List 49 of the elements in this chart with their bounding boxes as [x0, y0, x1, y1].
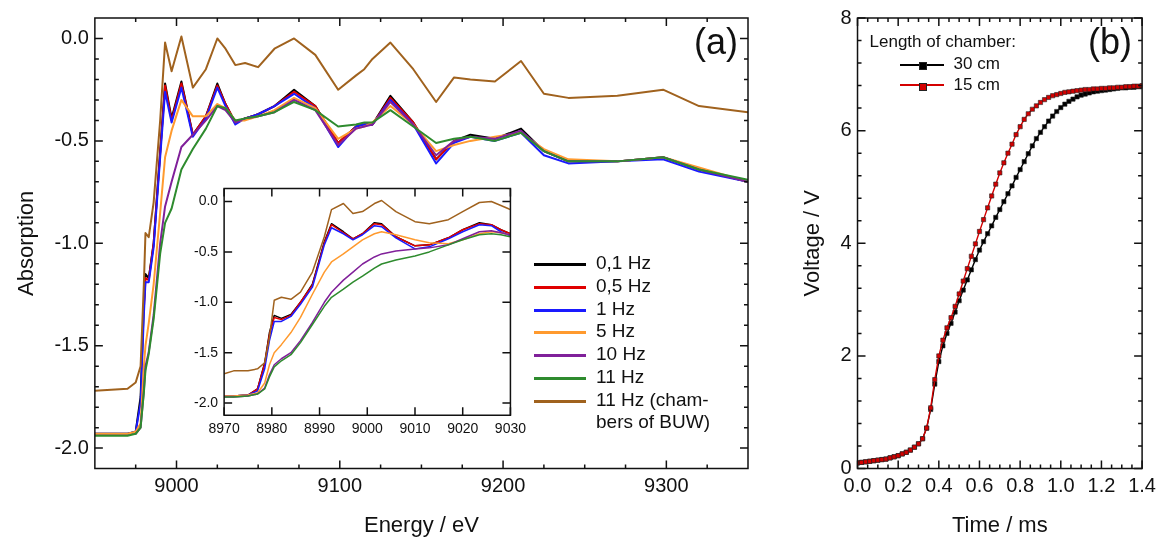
y-tick-label: 2 — [840, 343, 852, 366]
y-tick-label: 4 — [840, 230, 852, 253]
legend-label: 11 Hz — [596, 366, 645, 388]
annotation: (b) — [1088, 20, 1133, 62]
x-tick-label: 9200 — [480, 474, 526, 497]
y-tick-label: 8 — [840, 5, 852, 28]
x-tick-label: 0.8 — [1006, 474, 1035, 497]
x-tick-label: 1.4 — [1128, 474, 1156, 497]
legend-label: 0,5 Hz — [596, 274, 651, 297]
legend-label: 5 Hz — [596, 320, 636, 343]
y-axis-title: Voltage / V — [799, 189, 825, 297]
x-tick-label: 9100 — [317, 474, 363, 497]
y-tick-label: -0.5 — [54, 128, 89, 151]
x-tick-label: 9030 — [494, 420, 527, 437]
y-tick-label: -0.5 — [194, 242, 219, 259]
legend-label: 15 cm — [953, 74, 1000, 95]
x-axis-title: Time / ms — [951, 511, 1048, 537]
x-tick-label: 8970 — [208, 420, 240, 437]
y-tick-label: 6 — [840, 118, 852, 141]
x-tick-label: 9010 — [399, 420, 431, 437]
legend-label: 0,1 Hz — [596, 251, 651, 274]
legend-label: 10 Hz — [596, 343, 646, 366]
y-tick-label: -1.0 — [194, 293, 219, 310]
y-axis-title: Absorption — [13, 190, 39, 296]
legend-label: 11 Hz (cham-bers of BUW) — [596, 388, 712, 433]
y-tick-label: 0.0 — [61, 26, 89, 48]
x-tick-label: 0.4 — [924, 474, 953, 497]
y-tick-label: 0 — [840, 456, 852, 479]
y-tick-label: -1.5 — [54, 333, 89, 356]
x-axis-title: Energy / eV — [363, 511, 480, 537]
y-tick-label: -2.0 — [194, 393, 219, 410]
y-tick-label: -1.0 — [54, 230, 89, 253]
annotation: (a) — [694, 20, 738, 62]
y-tick-label: 0.0 — [198, 192, 219, 209]
x-tick-label: 0.2 — [884, 474, 913, 497]
x-tick-label: 9020 — [447, 420, 479, 437]
x-tick-label: 1.2 — [1087, 474, 1116, 497]
x-tick-label: 0.6 — [965, 474, 994, 497]
y-tick-label: -2.0 — [54, 435, 89, 458]
x-tick-label: 1.0 — [1046, 474, 1075, 497]
x-tick-label: 8980 — [256, 420, 288, 437]
y-tick-label: -1.5 — [194, 343, 219, 360]
x-tick-label: 8990 — [303, 420, 336, 437]
legend-label: 1 Hz — [596, 297, 636, 320]
x-tick-label: 9300 — [644, 474, 689, 497]
x-tick-label: 9000 — [351, 420, 384, 437]
legend-label: 30 cm — [953, 54, 1000, 74]
legend-title: Length of chamber: — [869, 32, 1016, 52]
x-tick-label: 9000 — [154, 474, 199, 497]
